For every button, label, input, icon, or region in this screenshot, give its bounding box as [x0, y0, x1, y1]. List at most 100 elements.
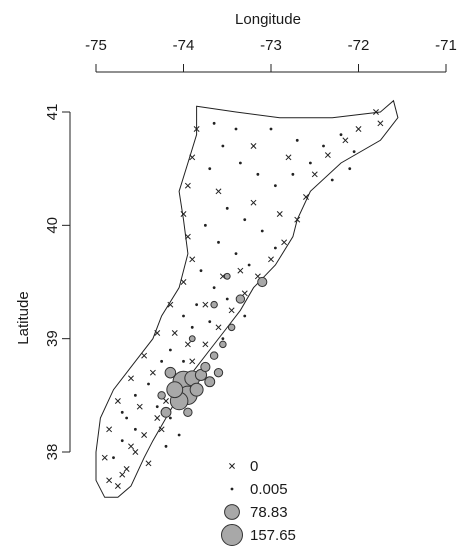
cross-stroke [281, 239, 288, 246]
cross-stroke [193, 126, 200, 132]
point-small [221, 144, 225, 148]
y-axis-title: Latitude [15, 291, 32, 344]
point-zero [145, 460, 152, 467]
cross-stroke [149, 369, 156, 376]
points-layer [101, 109, 384, 489]
point-sized [219, 340, 227, 349]
cross-stroke [294, 216, 301, 223]
point-small [260, 229, 264, 233]
point-small [168, 348, 172, 352]
point-zero [324, 152, 331, 159]
x-axis-title: Longitude [235, 11, 301, 28]
cross-stroke [202, 301, 209, 308]
cross-stroke [311, 171, 318, 178]
point-zero [149, 369, 156, 376]
cross-stroke [303, 194, 309, 200]
point-small [208, 320, 212, 324]
point-zero [189, 358, 196, 365]
point-zero [123, 466, 130, 472]
point-small [133, 427, 137, 431]
legend-label: 0 [250, 458, 258, 475]
point-small [182, 314, 185, 318]
point-small [212, 121, 216, 125]
point-zero [128, 375, 134, 382]
legend: 0 0.005 78.83 157.65 [221, 458, 296, 546]
point-sized [210, 300, 218, 309]
point-sized [209, 351, 219, 360]
cross-stroke [355, 126, 362, 132]
point-zero [215, 188, 222, 195]
cross-stroke [237, 267, 244, 274]
cross-stroke [373, 109, 379, 115]
point-zero [228, 307, 235, 314]
point-small [177, 433, 181, 437]
point-small [348, 167, 352, 171]
y-tick-label: 41 [44, 104, 61, 121]
y-tick-label: 39 [44, 330, 61, 347]
cross-stroke [180, 279, 187, 285]
point-sized [235, 294, 246, 304]
legend-label: 0.005 [250, 481, 288, 498]
y-tick-label: 38 [44, 444, 61, 461]
point-zero [128, 443, 134, 450]
cross-stroke [128, 443, 134, 450]
point-zero [303, 194, 309, 200]
point-zero [193, 126, 200, 132]
cross-stroke [171, 330, 178, 336]
point-sized [160, 406, 172, 418]
legend-marker-small [230, 487, 234, 491]
point-zero [373, 109, 379, 115]
cross-stroke [254, 273, 261, 280]
point-zero [189, 256, 196, 263]
point-zero [101, 454, 108, 461]
point-zero [180, 211, 187, 217]
point-zero [106, 426, 113, 433]
point-zero [184, 233, 191, 240]
point-sized [213, 367, 224, 378]
point-zero [114, 483, 121, 489]
point-sized [204, 376, 216, 388]
point-small [273, 184, 277, 188]
point-small [352, 150, 356, 154]
legend-label: 78.83 [250, 504, 288, 521]
cross-stroke [136, 403, 143, 410]
point-zero [237, 267, 244, 274]
region-outline-layer [95, 99, 399, 498]
point-small [112, 456, 115, 460]
cross-stroke [228, 307, 235, 314]
point-zero [132, 449, 139, 455]
cross-stroke [229, 463, 235, 469]
cross-stroke [276, 211, 283, 217]
cross-stroke [189, 358, 196, 365]
point-sized [164, 366, 177, 379]
cross-stroke [141, 432, 148, 438]
point-zero [180, 279, 187, 285]
point-small [225, 297, 229, 301]
point-small [238, 161, 242, 165]
point-zero [119, 471, 126, 478]
point-sized [188, 335, 196, 343]
legend-label: 157.65 [250, 527, 296, 544]
point-zero [342, 137, 349, 144]
point-sized [200, 361, 211, 373]
point-zero [154, 330, 161, 336]
cross-stroke [132, 449, 139, 455]
point-zero [250, 199, 257, 206]
point-zero [171, 330, 178, 336]
cross-stroke [141, 352, 148, 359]
point-zero [202, 301, 209, 308]
point-small [234, 127, 238, 131]
cross-stroke [184, 233, 191, 240]
point-zero [154, 415, 161, 421]
cross-stroke [377, 120, 384, 127]
legend-marker-sized [224, 504, 240, 520]
point-small [147, 382, 150, 386]
cross-stroke [324, 152, 331, 159]
point-small [195, 303, 199, 307]
point-small [308, 161, 312, 165]
cross-stroke [189, 154, 196, 161]
cross-stroke [114, 398, 121, 404]
point-sized [223, 272, 231, 280]
